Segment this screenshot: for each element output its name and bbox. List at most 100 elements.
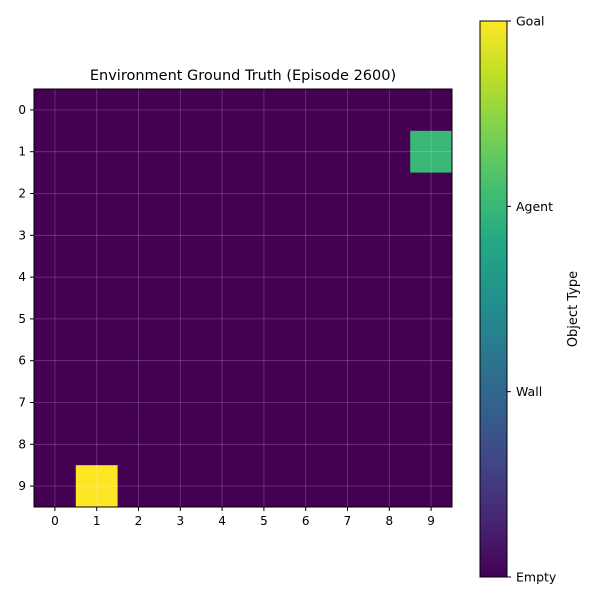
heatmap-cell — [284, 256, 327, 299]
heatmap-cell — [284, 339, 327, 382]
y-axis: 0 1 2 3 4 5 6 7 8 9 — [18, 103, 34, 493]
colorbar-ticks: Empty Wall Agent Goal — [507, 14, 557, 585]
heatmap-cell — [284, 214, 327, 257]
colorbar-tick-label: Empty — [516, 570, 557, 585]
heatmap-cell — [201, 465, 244, 508]
heatmap-cell — [117, 298, 160, 341]
heatmap-cells — [34, 89, 453, 508]
y-tick-label: 7 — [18, 396, 26, 410]
heatmap-cell — [243, 214, 286, 257]
heatmap-cell — [159, 89, 202, 132]
heatmap-cell — [410, 465, 453, 508]
heatmap-cell — [368, 381, 411, 424]
heatmap-cell — [159, 130, 202, 173]
heatmap-cell — [368, 214, 411, 257]
chart-title: Environment Ground Truth (Episode 2600) — [90, 68, 396, 84]
y-tick-label: 9 — [18, 479, 26, 493]
heatmap-cell — [243, 130, 286, 173]
colorbar-tick-label: Agent — [516, 199, 553, 214]
heatmap-cell — [117, 339, 160, 382]
heatmap-cell — [34, 298, 77, 341]
heatmap-cell — [284, 172, 327, 215]
heatmap-cell — [75, 130, 118, 173]
heatmap-cell — [326, 298, 369, 341]
y-tick-label: 3 — [18, 228, 26, 242]
heatmap-cell — [201, 172, 244, 215]
heatmap-cell — [201, 298, 244, 341]
heatmap-cell — [75, 465, 118, 508]
heatmap-cell — [410, 214, 453, 257]
heatmap-cell — [284, 381, 327, 424]
heatmap-cell — [117, 214, 160, 257]
heatmap-cell — [243, 298, 286, 341]
heatmap-cell — [410, 423, 453, 466]
heatmap-cell — [201, 339, 244, 382]
heatmap-cell — [117, 423, 160, 466]
heatmap-cell — [75, 381, 118, 424]
x-tick-label: 3 — [176, 514, 184, 528]
heatmap-cell — [75, 339, 118, 382]
heatmap-cell — [75, 89, 118, 132]
heatmap-cell — [75, 256, 118, 299]
heatmap-cell — [368, 339, 411, 382]
y-tick-label: 4 — [18, 270, 26, 284]
x-tick-label: 5 — [260, 514, 268, 528]
heatmap-cell — [243, 172, 286, 215]
heatmap-cell — [34, 256, 77, 299]
heatmap-cell — [243, 381, 286, 424]
colorbar-tick-label: Goal — [516, 14, 544, 29]
heatmap-cell — [368, 298, 411, 341]
plot-frame — [33, 88, 453, 508]
y-tick-label: 1 — [18, 145, 26, 159]
heatmap-cell — [159, 298, 202, 341]
heatmap-cell — [326, 89, 369, 132]
heatmap-cell — [34, 214, 77, 257]
heatmap-cell — [326, 423, 369, 466]
heatmap-cell — [284, 423, 327, 466]
heatmap-cell — [326, 130, 369, 173]
heatmap-cell — [368, 130, 411, 173]
heatmap-cell — [326, 381, 369, 424]
heatmap-cell — [75, 214, 118, 257]
heatmap-cell — [34, 172, 77, 215]
gridlines — [34, 89, 452, 507]
heatmap-cell — [159, 465, 202, 508]
heatmap-cell — [326, 256, 369, 299]
heatmap-cell — [201, 423, 244, 466]
heatmap-cell — [159, 339, 202, 382]
heatmap-cell — [159, 256, 202, 299]
heatmap-cell — [159, 381, 202, 424]
heatmap-cell — [201, 256, 244, 299]
heatmap-cell — [326, 172, 369, 215]
heatmap-cell — [34, 465, 77, 508]
heatmap-cell — [410, 298, 453, 341]
heatmap-cell — [284, 130, 327, 173]
heatmap-cell — [34, 381, 77, 424]
heatmap-cell — [368, 256, 411, 299]
x-tick-label: 7 — [344, 514, 352, 528]
heatmap-cell — [201, 214, 244, 257]
heatmap-cell — [243, 256, 286, 299]
heatmap-cell — [410, 256, 453, 299]
heatmap-cell — [34, 89, 77, 132]
heatmap-cell — [243, 423, 286, 466]
heatmap-cell — [117, 465, 160, 508]
x-tick-label: 9 — [427, 514, 435, 528]
heatmap-cell — [326, 214, 369, 257]
heatmap-cell — [410, 339, 453, 382]
y-tick-label: 6 — [18, 354, 26, 368]
x-tick-label: 1 — [93, 514, 101, 528]
heatmap-cell — [75, 298, 118, 341]
heatmap-cell — [368, 172, 411, 215]
heatmap-cell — [75, 423, 118, 466]
colorbar — [479, 20, 508, 578]
heatmap-cell — [117, 381, 160, 424]
heatmap-cell — [159, 172, 202, 215]
x-tick-label: 6 — [302, 514, 310, 528]
x-tick-label: 0 — [51, 514, 59, 528]
x-tick-label: 2 — [135, 514, 143, 528]
y-tick-label: 0 — [18, 103, 26, 117]
heatmap-cell — [117, 130, 160, 173]
heatmap-cell — [243, 465, 286, 508]
x-tick-label: 4 — [218, 514, 226, 528]
